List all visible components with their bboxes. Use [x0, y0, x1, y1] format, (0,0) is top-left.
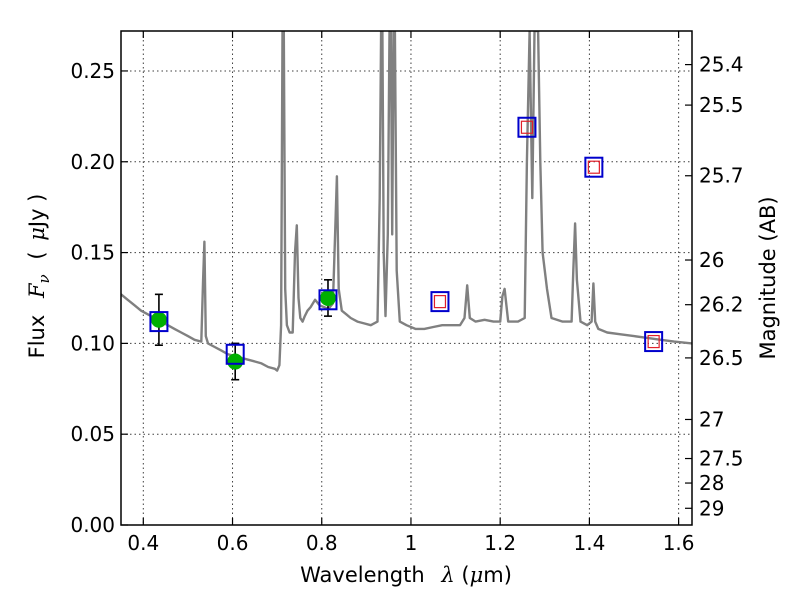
grid	[121, 31, 692, 526]
observed-point	[227, 353, 244, 370]
plot-area	[121, 31, 692, 381]
model-photometry-box	[517, 116, 537, 138]
magnitude-tick-label: 27	[699, 407, 724, 431]
y-tick-label: 0.05	[70, 422, 115, 446]
x-tick-label: 1.2	[484, 531, 516, 555]
x-tick-label: 0.6	[217, 531, 249, 555]
y-axis-unit-mu: μ	[25, 227, 49, 241]
x-tick-label: 1	[405, 531, 418, 555]
y-tick-label: 0.25	[70, 59, 115, 83]
predicted-photometry-box	[520, 120, 534, 134]
y-tick-label: 0.10	[70, 331, 115, 355]
plot-frame	[120, 30, 693, 526]
spectrum-line	[121, 31, 692, 372]
y-axis-label: Flux	[25, 315, 49, 359]
magnitude-axis-title: Magnitude (AB)	[756, 196, 780, 359]
y-axis-title: Flux Fν ( μJy )	[25, 194, 54, 359]
x-axis-unit-mu: μ	[470, 563, 484, 587]
magnitude-tick-label: 25.5	[699, 93, 744, 117]
observed-point	[150, 311, 167, 328]
x-tick-label: 1.6	[663, 531, 695, 555]
predicted-photometry-boxes	[433, 120, 660, 349]
magnitude-tick-label: 25.4	[699, 53, 744, 77]
x-axis-label: Wavelength	[300, 563, 425, 587]
predicted-photometry-box	[433, 295, 447, 309]
y-tick-label: 0.20	[70, 150, 115, 174]
x-tick-label: 0.8	[306, 531, 338, 555]
x-axis-unit-open: (	[461, 563, 469, 587]
observed-point	[319, 289, 336, 306]
model-photometry-box	[318, 289, 338, 311]
y-tick-label: 0.15	[70, 241, 115, 265]
x-axis-ticks: 0.4 0.6 0.8 1 1.2 1.4 1.6	[127, 31, 695, 555]
magnitude-tick-label: 26.2	[699, 293, 744, 317]
predicted-photometry-box	[647, 334, 660, 349]
x-axis-unit-rest: m)	[483, 563, 512, 587]
x-axis-title: Wavelength λ (μm)	[300, 563, 512, 587]
y-axis-unit-open: (	[25, 251, 49, 259]
y-axis-ticks: 0.00 0.05 0.10 0.15 0.20 0.25	[70, 59, 128, 537]
model-photometry-box	[225, 343, 245, 365]
model-photometry-boxes	[149, 116, 664, 365]
model-photometry-box	[584, 156, 604, 178]
magnitude-tick-label: 25.7	[699, 164, 744, 188]
y-tick-label: 0.00	[70, 513, 115, 537]
magnitude-tick-label: 26.5	[699, 346, 744, 370]
y-axis-symbol-sub: ν	[35, 274, 53, 283]
y-axis-unit-rest: Jy )	[25, 194, 49, 230]
model-photometry-box	[430, 291, 450, 313]
x-axis-symbol: λ	[440, 563, 454, 587]
x-tick-label: 1.4	[573, 531, 605, 555]
y-axis-symbol: F	[25, 282, 49, 299]
magnitude-tick-label: 27.5	[699, 447, 744, 471]
magnitude-tick-label: 26	[699, 248, 724, 272]
model-photometry-box	[149, 311, 169, 333]
predicted-photometry-box	[587, 160, 600, 174]
magnitude-tick-label: 28	[699, 471, 724, 495]
model-photometry-box	[644, 331, 664, 353]
x-tick-label: 0.4	[127, 531, 159, 555]
magnitude-tick-label: 29	[699, 496, 724, 520]
